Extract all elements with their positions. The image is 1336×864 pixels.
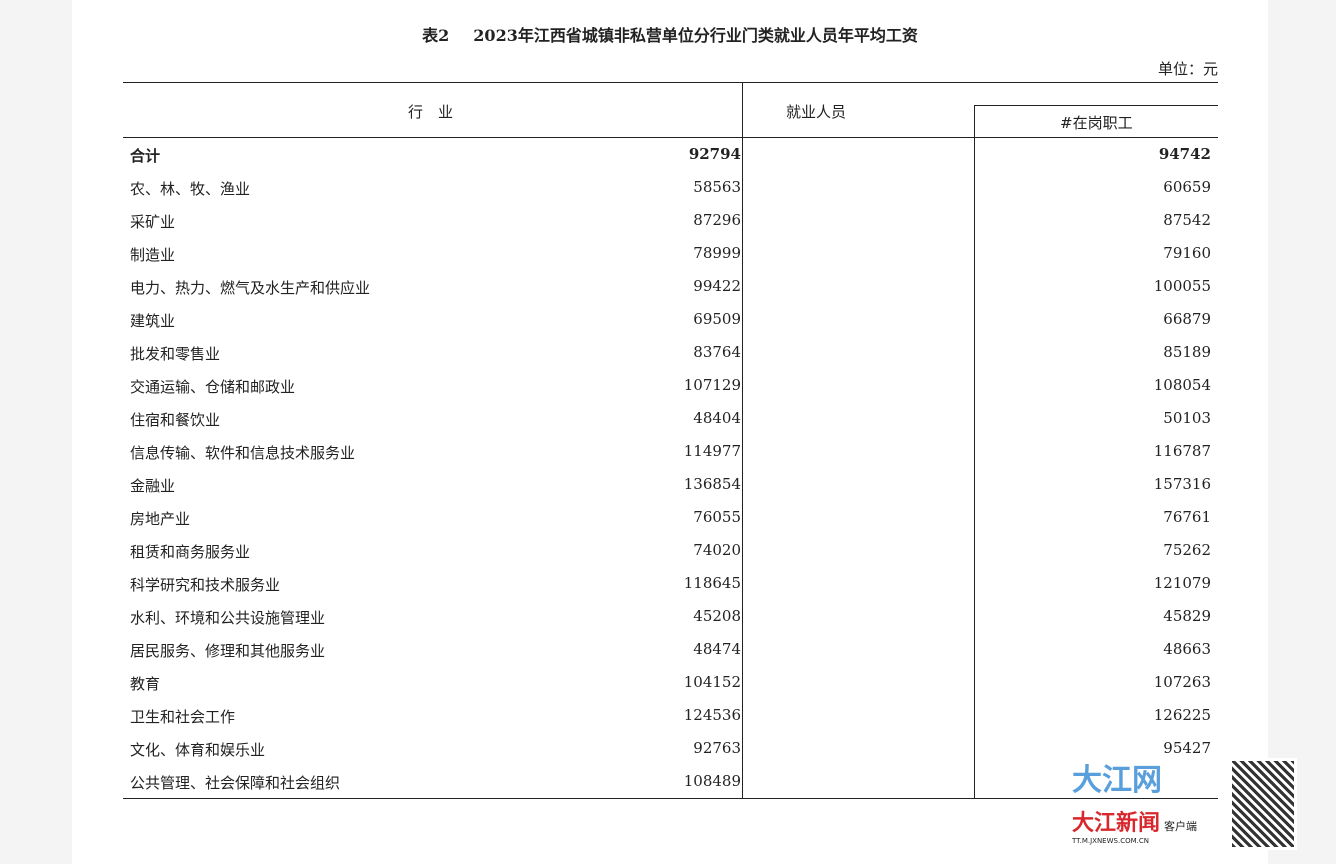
on-post-wage: 157316 — [1153, 475, 1211, 493]
industry-name: 交通运输、仓储和邮政业 — [130, 378, 296, 396]
employed-wage: 118645 — [683, 574, 741, 592]
industry-name: 住宿和餐饮业 — [130, 411, 221, 429]
employed-wage: 104152 — [683, 673, 741, 691]
industry-name: 采矿业 — [130, 213, 176, 231]
on-post-wage: 87542 — [1163, 211, 1211, 229]
header-employed: 就业人员 — [786, 103, 847, 121]
employed-wage: 92763 — [693, 739, 741, 757]
on-post-wage: 76761 — [1163, 508, 1211, 526]
employed-wage: 83764 — [693, 343, 741, 361]
table-row: 居民服务、修理和其他服务业 48474 48663 — [123, 640, 1218, 673]
industry-name: 农、林、牧、渔业 — [130, 180, 251, 198]
on-post-wage: 94742 — [1158, 145, 1211, 163]
employed-wage: 114977 — [683, 442, 741, 460]
industry-name: 房地产业 — [130, 510, 191, 528]
table-row: 金融业 136854 157316 — [123, 475, 1218, 508]
industry-name: 信息传输、软件和信息技术服务业 — [130, 444, 356, 462]
on-post-wage: 116787 — [1153, 442, 1211, 460]
employed-wage: 124536 — [683, 706, 741, 724]
employed-wage: 107129 — [683, 376, 741, 394]
header-divider — [123, 137, 1218, 138]
industry-name: 水利、环境和公共设施管理业 — [130, 609, 326, 627]
on-post-wage: 121079 — [1153, 574, 1211, 592]
on-post-wage: 50103 — [1163, 409, 1211, 427]
industry-name: 科学研究和技术服务业 — [130, 576, 281, 594]
column-divider — [974, 105, 975, 798]
table-row: 电力、热力、燃气及水生产和供应业 99422 100055 — [123, 277, 1218, 310]
industry-name: 建筑业 — [130, 312, 176, 330]
table-row: 住宿和餐饮业 48404 50103 — [123, 409, 1218, 442]
watermark-app: 大江新闻 — [1072, 810, 1161, 836]
header-industry: 行 业 — [408, 103, 454, 121]
on-post-wage: 126225 — [1153, 706, 1211, 724]
on-post-wage: 100055 — [1153, 277, 1211, 295]
on-post-wage: 108054 — [1153, 376, 1211, 394]
table-row: 建筑业 69509 66879 — [123, 310, 1218, 343]
subheader-divider — [974, 105, 1218, 106]
table-row: 水利、环境和公共设施管理业 45208 45829 — [123, 607, 1218, 640]
industry-name: 批发和零售业 — [130, 345, 221, 363]
employed-wage: 74020 — [693, 541, 741, 559]
employed-wage: 48404 — [693, 409, 741, 427]
industry-name: 金融业 — [130, 477, 176, 495]
table-row: 公共管理、社会保障和社会组织 108489 — [123, 772, 1218, 805]
employed-wage: 108489 — [683, 772, 741, 790]
table-row: 卫生和社会工作 124536 126225 — [123, 706, 1218, 739]
employed-wage: 136854 — [683, 475, 741, 493]
industry-name: 电力、热力、燃气及水生产和供应业 — [130, 279, 371, 297]
employed-wage: 48474 — [693, 640, 741, 658]
on-post-wage: 75262 — [1163, 541, 1211, 559]
document-page: 表2 2023年江西省城镇非私营单位分行业门类就业人员年平均工资 单位：元 行 业… — [72, 0, 1297, 864]
industry-name: 合计 — [130, 147, 161, 165]
on-post-wage: 107263 — [1153, 673, 1211, 691]
on-post-wage: 85189 — [1163, 343, 1211, 361]
table-title-text: 2023年江西省城镇非私营单位分行业门类就业人员年平均工资 — [473, 26, 918, 45]
watermark-logo: 大江网 大江新闻 客户端 TT.M.JXNEWS.COM.CN — [1072, 755, 1197, 845]
wage-table: 行 业 就业人员 #在岗职工 合计 92794 94742 农、林、牧、渔业 58563… — [123, 82, 1218, 799]
table-row: 制造业 78999 79160 — [123, 244, 1218, 277]
table-row: 农、林、牧、渔业 58563 60659 — [123, 178, 1218, 211]
industry-name: 公共管理、社会保障和社会组织 — [130, 774, 341, 792]
industry-name: 教育 — [130, 675, 161, 693]
table-row: 教育 104152 107263 — [123, 673, 1218, 706]
watermark-url: TT.M.JXNEWS.COM.CN — [1072, 837, 1149, 845]
table-title: 表2 2023年江西省城镇非私营单位分行业门类就业人员年平均工资 — [72, 22, 1268, 46]
industry-name: 租赁和商务服务业 — [130, 543, 251, 561]
table-number: 表2 — [422, 26, 450, 45]
on-post-wage: 60659 — [1163, 178, 1211, 196]
table-row: 房地产业 76055 76761 — [123, 508, 1218, 541]
column-divider — [742, 83, 743, 798]
table-row: 文化、体育和娱乐业 92763 95427 — [123, 739, 1218, 772]
industry-name: 制造业 — [130, 246, 176, 264]
unit-label: 单位：元 — [1157, 60, 1218, 78]
table-row: 租赁和商务服务业 74020 75262 — [123, 541, 1218, 574]
table-row: 信息传输、软件和信息技术服务业 114977 116787 — [123, 442, 1218, 475]
on-post-wage: 45829 — [1163, 607, 1211, 625]
table-row: 批发和零售业 83764 85189 — [123, 343, 1218, 376]
on-post-wage: 95427 — [1163, 739, 1211, 757]
watermark-brand: 大江网 — [1072, 763, 1162, 798]
total-row: 合计 92794 94742 — [123, 145, 1218, 178]
industry-name: 居民服务、修理和其他服务业 — [130, 642, 326, 660]
qr-code — [1229, 758, 1297, 850]
watermark-app-suffix: 客户端 — [1164, 820, 1198, 833]
industry-name: 卫生和社会工作 — [130, 708, 236, 726]
table-row: 采矿业 87296 87542 — [123, 211, 1218, 244]
on-post-wage: 66879 — [1163, 310, 1211, 328]
employed-wage: 45208 — [693, 607, 741, 625]
employed-wage: 58563 — [693, 178, 741, 196]
table-row: 交通运输、仓储和邮政业 107129 108054 — [123, 376, 1218, 409]
employed-wage: 87296 — [693, 211, 741, 229]
industry-name: 文化、体育和娱乐业 — [130, 741, 266, 759]
on-post-wage: 48663 — [1163, 640, 1211, 658]
employed-wage: 78999 — [693, 244, 741, 262]
header-on-post: #在岗职工 — [1060, 114, 1133, 132]
table-row: 科学研究和技术服务业 118645 121079 — [123, 574, 1218, 607]
employed-wage: 99422 — [693, 277, 741, 295]
employed-wage: 92794 — [688, 145, 741, 163]
employed-wage: 76055 — [693, 508, 741, 526]
employed-wage: 69509 — [693, 310, 741, 328]
on-post-wage: 79160 — [1163, 244, 1211, 262]
